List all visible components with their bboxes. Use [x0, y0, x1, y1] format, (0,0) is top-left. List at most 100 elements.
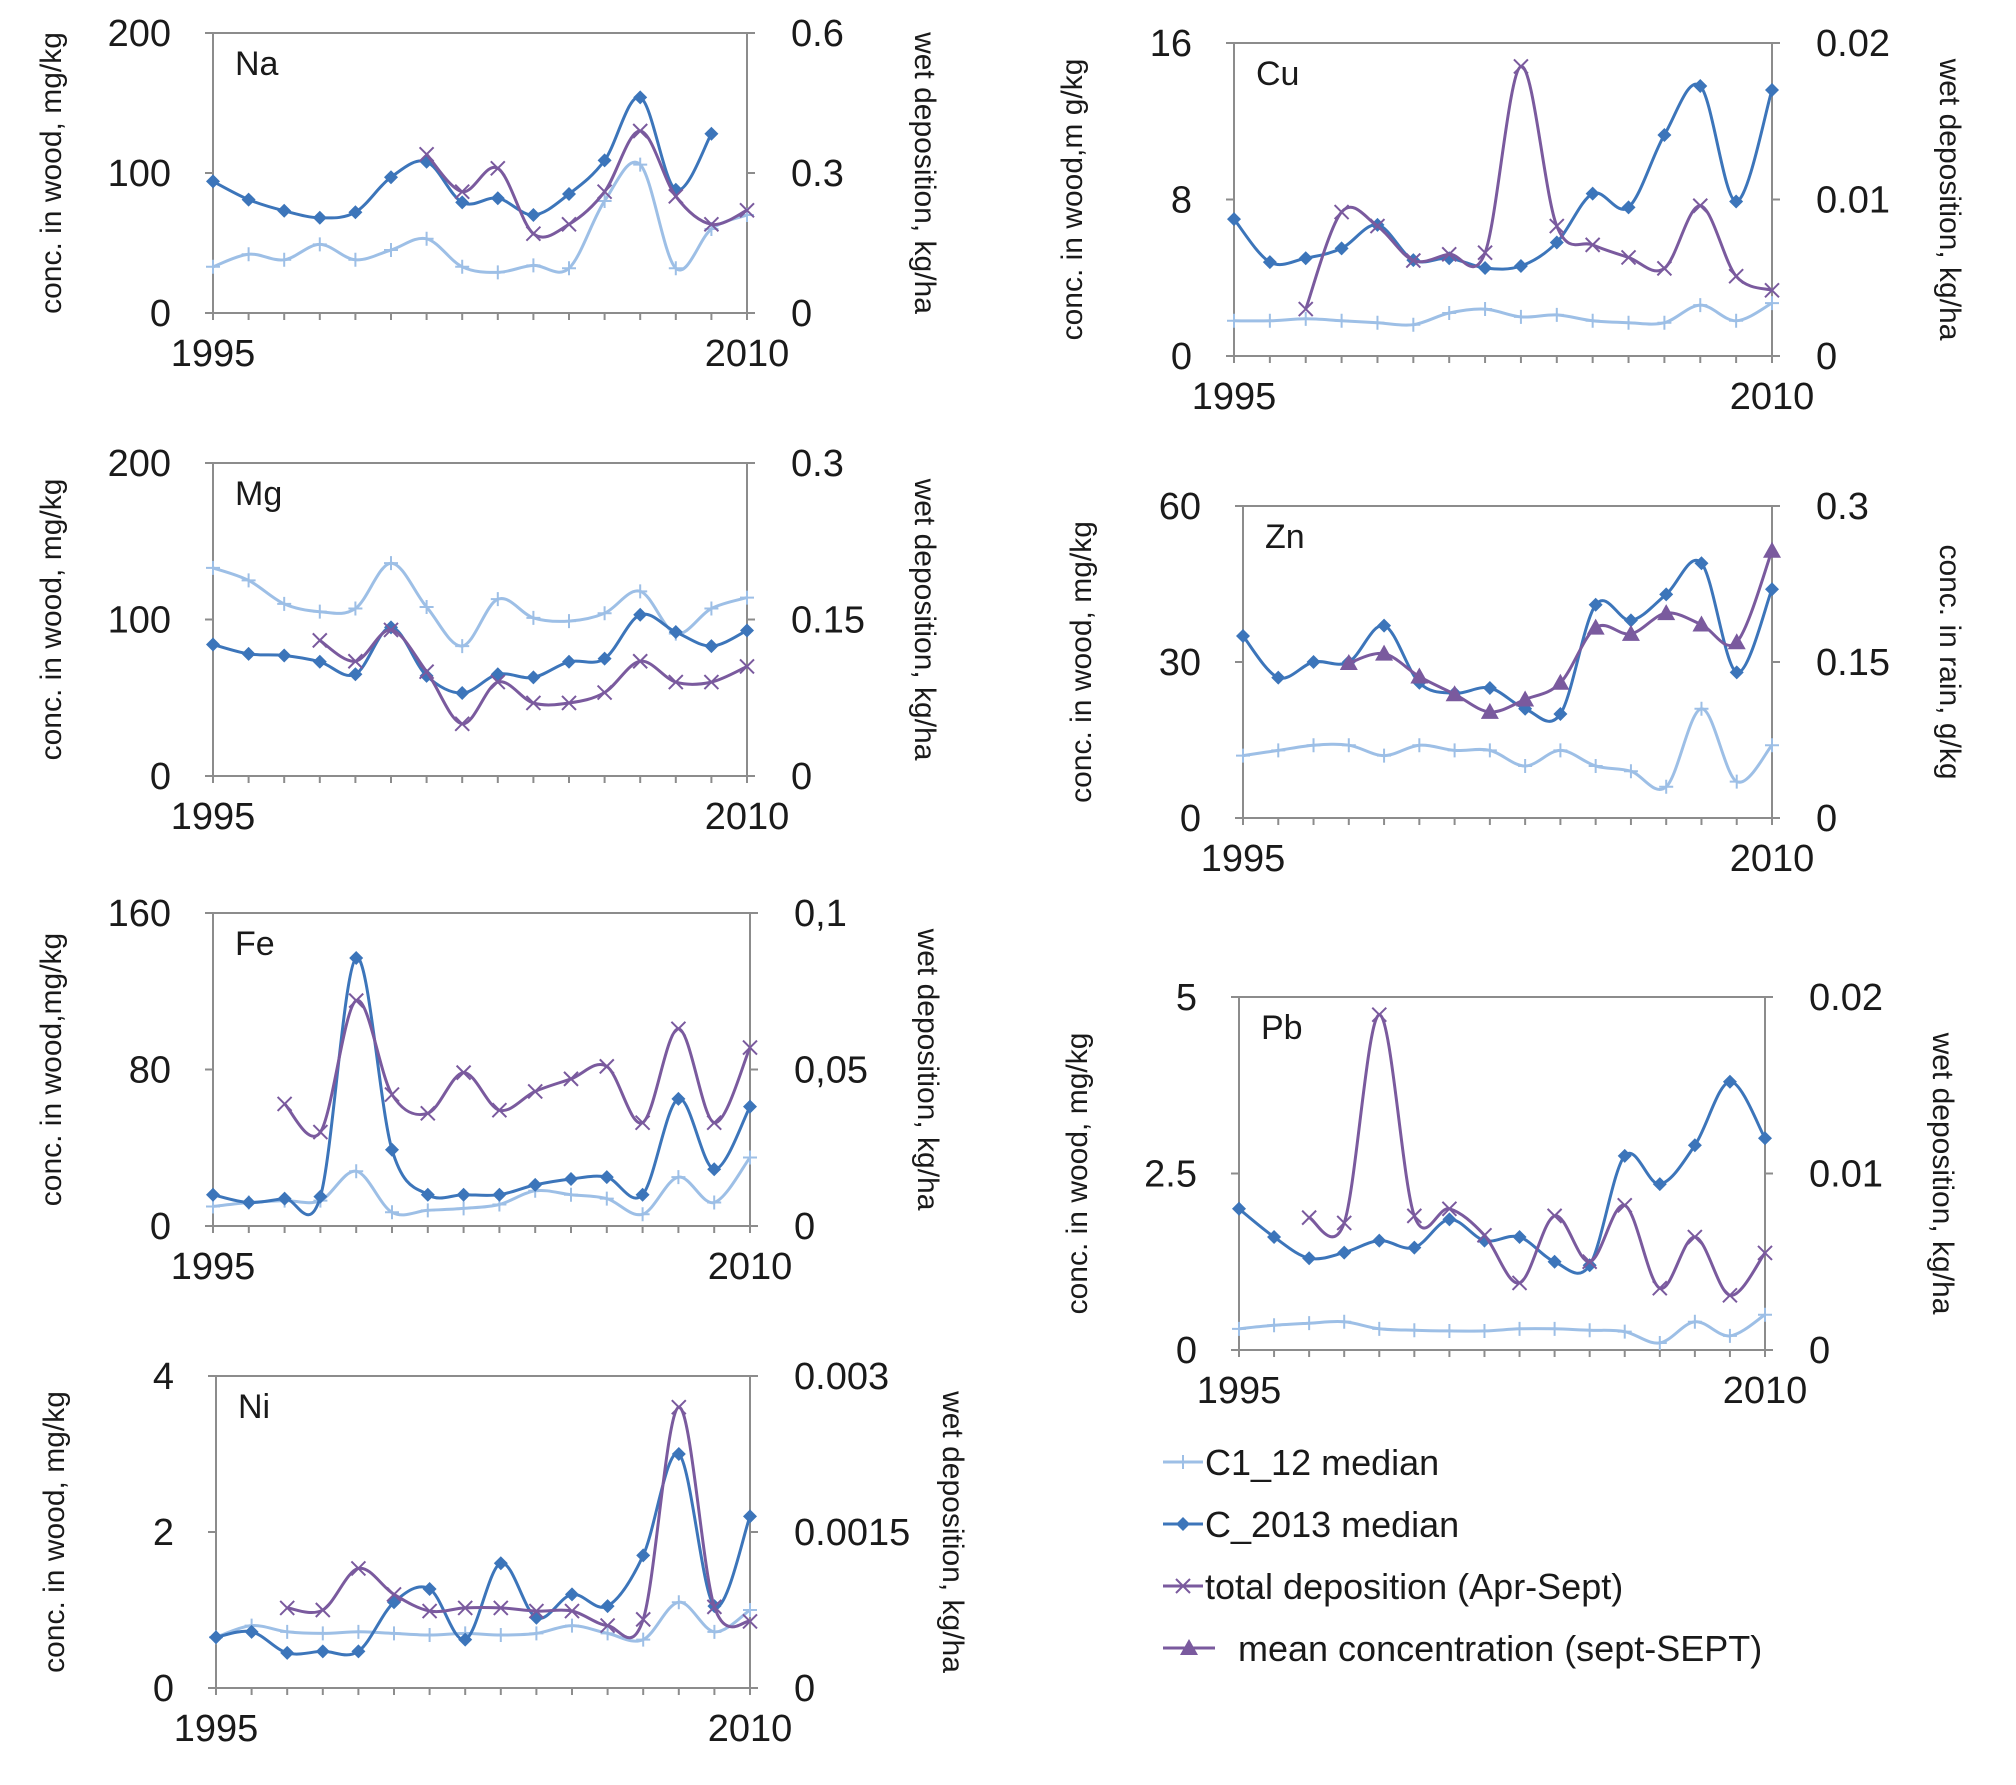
data-point	[490, 160, 506, 177]
data-point	[564, 1187, 578, 1202]
y-tick-label: 0	[1180, 798, 1201, 840]
data-point	[1516, 690, 1535, 707]
data-point	[1623, 613, 1638, 628]
y2-tick-label: 0	[791, 293, 812, 335]
data-point	[1371, 1006, 1387, 1023]
data-point	[455, 1064, 472, 1081]
data-point	[383, 622, 399, 638]
data-point	[597, 606, 612, 621]
element-label: Zn	[1265, 518, 1305, 556]
data-point	[1334, 241, 1349, 256]
data-point	[703, 674, 720, 690]
data-point	[455, 639, 470, 654]
data-point	[635, 1611, 651, 1628]
data-point	[636, 1548, 651, 1563]
series-line	[1308, 1013, 1767, 1297]
data-point	[706, 1599, 723, 1615]
y2-tick-label: 0.3	[791, 443, 844, 485]
data-point	[743, 1150, 757, 1165]
data-point	[1372, 1233, 1387, 1248]
data-point	[419, 599, 434, 614]
data-point	[455, 259, 470, 274]
y2-axis-label: conc. in rain, g/kg	[1933, 544, 1966, 779]
data-point	[454, 716, 470, 732]
series-deposition	[418, 123, 755, 242]
x-tick-label: 1995	[171, 796, 256, 838]
y2-tick-label: 0,1	[794, 893, 847, 935]
series-c1_12	[1232, 1307, 1772, 1350]
series-deposition	[1301, 1006, 1773, 1303]
data-point	[1298, 251, 1313, 266]
data-point	[279, 1600, 295, 1616]
data-point	[206, 1199, 220, 1214]
y-tick-label: 0	[150, 756, 171, 798]
data-point	[632, 123, 648, 139]
y-axis-label: conc. in wood, mg/kg	[38, 1391, 71, 1673]
data-point	[743, 1509, 757, 1524]
series-c1_12	[1236, 701, 1779, 794]
data-point	[597, 651, 612, 666]
x-tick-label: 1995	[171, 333, 256, 375]
data-point	[1765, 82, 1779, 97]
data-point	[632, 653, 648, 669]
data-point	[1617, 1324, 1632, 1339]
data-point	[527, 1083, 543, 1100]
x-tick-label: 2010	[708, 1708, 793, 1750]
data-point	[348, 667, 363, 682]
data-point	[387, 1626, 401, 1641]
data-point	[1765, 296, 1779, 311]
data-point	[526, 208, 541, 222]
data-point	[1582, 1323, 1597, 1338]
data-point	[671, 1091, 686, 1106]
data-point	[1513, 259, 1528, 274]
data-point	[1757, 1245, 1773, 1261]
series-c1_12	[206, 556, 754, 654]
series-line	[1233, 301, 1773, 327]
element-label: Pb	[1261, 1009, 1303, 1047]
data-point	[277, 252, 292, 267]
data-point	[1553, 707, 1568, 721]
data-point	[1369, 218, 1386, 234]
legend-label: C1_12 median	[1205, 1442, 1439, 1483]
data-point	[420, 1187, 435, 1202]
data-point	[707, 1624, 722, 1639]
data-point	[742, 1613, 758, 1630]
y-axis-label: conc. in wood, mg/kg	[1065, 521, 1098, 803]
data-point	[1302, 1251, 1317, 1266]
data-point	[1477, 1233, 1492, 1248]
data-point	[633, 607, 648, 622]
data-point	[1298, 311, 1313, 326]
y2-tick-label: 0	[791, 756, 812, 798]
series-line	[1241, 559, 1774, 723]
legend-label: mean concentration (sept-SEPT)	[1238, 1628, 1762, 1669]
data-point	[1372, 1321, 1387, 1336]
data-point	[1334, 313, 1349, 328]
data-point	[525, 225, 542, 242]
data-point	[351, 1644, 366, 1659]
data-point	[1758, 1131, 1772, 1146]
data-point	[1511, 1275, 1528, 1291]
data-point	[1657, 315, 1672, 330]
legend-item: C1_12 median	[1163, 1442, 1439, 1483]
data-point	[1407, 1323, 1422, 1338]
data-point	[1298, 301, 1314, 317]
data-point	[1659, 587, 1674, 602]
legend: C1_12 median C_2013 median total depositio…	[1163, 1442, 1762, 1669]
data-point	[1553, 743, 1568, 758]
data-point	[740, 590, 754, 605]
data-point	[743, 1603, 757, 1617]
data-point	[634, 1115, 651, 1131]
data-point	[1236, 629, 1250, 643]
data-point	[277, 596, 292, 611]
legend-marker	[1176, 1517, 1190, 1531]
data-point	[385, 1205, 399, 1220]
data-point	[1476, 1227, 1493, 1243]
data-point	[1763, 541, 1781, 558]
data-point	[1727, 633, 1746, 650]
data-point	[1652, 1177, 1667, 1192]
y2-axis-label: wet deposition, kg/ha	[908, 478, 941, 761]
